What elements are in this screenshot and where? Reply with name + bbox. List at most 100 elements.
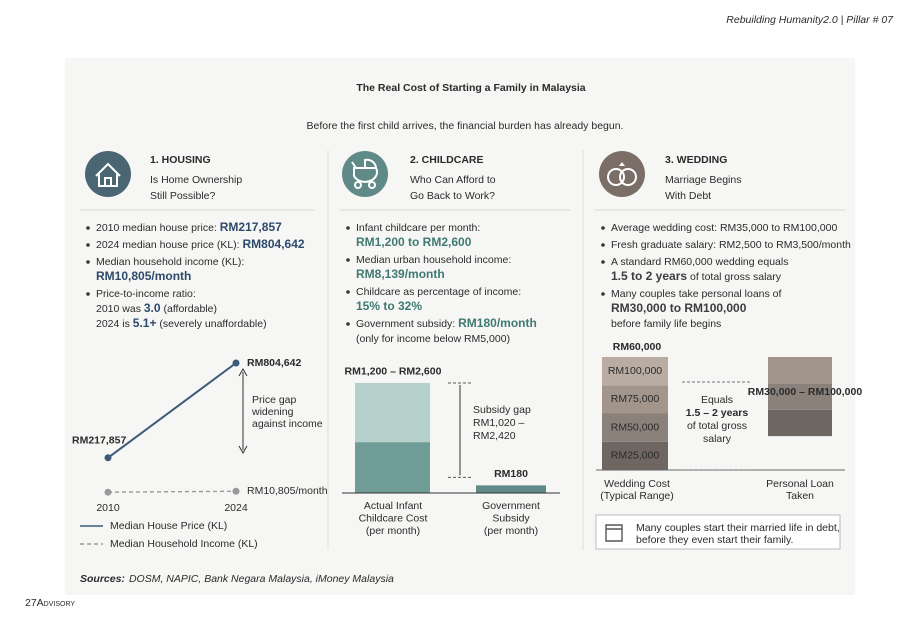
title: The Real Cost of Starting a Family in Ma… [356,82,585,94]
annotation: widening [251,406,294,418]
annotation: Equals [701,394,733,406]
section-subheading: Who Can Afford to [410,174,496,186]
text-span: 5.1+ [133,316,157,330]
text-span: 1.5 to 2 years [611,269,687,283]
bullet-dot [86,243,90,247]
section-heading: 3. WEDDING [665,154,727,166]
data-label: RM10,805/month [247,485,328,497]
data-point [104,454,112,462]
bullet-text: RM10,805/month [96,269,191,283]
text-span: RM804,642 [243,237,305,251]
bullet-text: Fresh graduate salary: RM2,500 to RM3,50… [611,239,851,251]
sources-text: DOSM, NAPIC, Bank Negara Malaysia, iMone… [129,573,394,585]
text-span: RM1,200 to RM2,600 [356,235,472,249]
text-span: (only for income below RM5,000) [356,333,510,345]
bullet-text: Childcare as percentage of income: [356,286,521,298]
category-label: Taken [786,490,814,502]
bullet-text: RM30,000 to RM100,000 [611,301,747,315]
text-span: Median household income (KL): [96,256,244,268]
text-span: Price-to-income ratio: [96,288,196,300]
bullet-dot [86,260,90,264]
bullet-text: Median urban household income: [356,254,511,266]
data-label: RM30,000 – RM100,000 [748,386,863,398]
annotation: RM1,020 – [473,417,525,429]
text-span: 3.0 [144,301,161,315]
bullet-dot [601,226,605,230]
gap-guides [448,382,472,478]
bullet-text: 2010 median house price: RM217,857 [96,220,282,234]
bar [355,442,430,493]
bullet-text: A standard RM60,000 wedding equals [611,256,788,268]
bullet-text: before family life begins [611,318,721,330]
bullet-text: RM8,139/month [356,267,445,281]
data-label: RM217,857 [72,435,126,447]
text-span: 2024 median house price (KL): [96,239,243,251]
text-span: (affordable) [161,303,217,315]
category-label: (Typical Range) [600,490,674,502]
guides [682,381,750,471]
text-span: RM30,000 to RM100,000 [611,301,747,315]
category-label: Actual Infant [364,500,422,512]
stroller-icon [342,151,388,197]
x-tick-label: 2024 [224,502,248,514]
note-box [595,514,841,550]
text-span: RM180/month [458,316,537,330]
bullet-dot [346,258,350,262]
logo: 27Advisory [25,597,75,609]
segment-label: RM50,000 [611,421,660,433]
text-span: before family life begins [611,318,721,330]
text-span: A standard RM60,000 wedding equals [611,256,788,268]
bullet-text: 1.5 to 2 years of total gross salary [611,269,782,283]
series-line [107,490,237,493]
annotation: salary [703,433,732,445]
x-tick-label: 2010 [96,502,120,514]
bullet-text: RM1,200 to RM2,600 [356,235,472,249]
subtitle: Before the first child arrives, the fina… [307,120,624,132]
text-span: 2010 was [96,303,144,315]
data-point [232,487,240,495]
bullet-text: 2024 is 5.1+ (severely unaffordable) [96,316,267,330]
bar-segment [768,383,832,410]
series-line [107,362,237,459]
card [65,58,855,595]
legend-label: Median House Price (KL) [110,520,227,532]
text-span: Many couples take personal loans of [611,288,782,300]
annotation: Subsidy gap [473,404,531,416]
category-label: Personal Loan [766,478,834,490]
bullet-text: 2010 was 3.0 (affordable) [96,301,217,315]
bullet-dot [346,322,350,326]
section-heading: 2. CHILDCARE [410,154,484,166]
bullet-text: 15% to 32% [356,299,422,313]
bullet-dot [86,226,90,230]
bullet-text: Price-to-income ratio: [96,288,196,300]
bar-range [355,382,430,443]
bar-segment [602,385,668,414]
annotation: 1.5 – 2 years [686,407,749,419]
note-text: before they even start their family. [636,534,793,546]
bullet-text: Average wedding cost: RM35,000 to RM100,… [611,222,837,234]
annotation: against income [252,418,323,430]
text-span: RM217,857 [220,220,282,234]
bullet-text: Infant childcare per month: [356,222,480,234]
segment-label: RM25,000 [611,450,660,462]
category-label: Wedding Cost [604,478,670,490]
data-point [232,359,240,367]
bullet-dot [601,260,605,264]
note-text: Many couples start their married life in… [636,522,840,534]
segment-label: RM75,000 [611,393,660,405]
category-label: Subsidy [492,512,530,524]
legend-label: Median Household Income (KL) [110,538,258,550]
sources: Sources: DOSM, NAPIC, Bank Negara Malaysi… [80,573,394,585]
annotation: Price gap [252,394,297,406]
rings-icon [599,151,645,197]
text-span: Median urban household income: [356,254,511,266]
data-point [104,488,112,496]
text-span: Government subsidy: [356,318,458,330]
section-heading: 1. HOUSING [150,154,211,166]
bar-segment [602,413,668,442]
text-span: RM10,805/month [96,269,191,283]
data-label: RM804,642 [247,357,301,369]
bullet-text: 2024 median house price (KL): RM804,642 [96,237,305,251]
bullet-text: Many couples take personal loans of [611,288,782,300]
